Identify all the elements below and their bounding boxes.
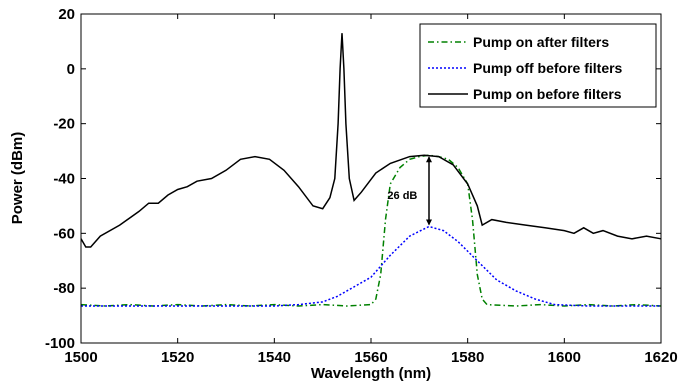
- annotation-arrowhead-up-0: [426, 156, 432, 163]
- x-tick-label-6: 1620: [644, 349, 677, 366]
- series-layer: [80, 33, 662, 307]
- x-tick-label-4: 1580: [451, 349, 484, 366]
- y-tick-label-3: -40: [53, 171, 75, 188]
- y-tick-label-5: -80: [53, 280, 75, 297]
- annotation-layer: 26 dB: [387, 156, 432, 226]
- legend-label-1: Pump off before filters: [473, 60, 623, 76]
- x-tick-label-3: 1560: [354, 349, 387, 366]
- legend: Pump on after filters Pump off before fil…: [419, 23, 657, 108]
- y-tick-label-6: -100: [45, 335, 75, 352]
- x-axis-title: Wavelength (nm): [311, 365, 431, 381]
- y-tick-label-1: 0: [67, 61, 75, 78]
- y-tick-label-0: 20: [58, 6, 75, 23]
- y-tick-label-2: -20: [53, 116, 75, 133]
- series-line-1: [81, 225, 661, 307]
- annotation-arrowhead-down-0: [426, 219, 432, 226]
- tick-layer: 1500 1520 1540 1560 1580 1600 1620 20 0 -20 -40 -60…: [45, 6, 678, 366]
- legend-label-2: Pump on before filters: [473, 86, 622, 102]
- series-line-0: [80, 154, 662, 307]
- x-tick-label-1: 1520: [161, 349, 194, 366]
- legend-box: [419, 23, 657, 108]
- y-tick-label-4: -60: [53, 225, 75, 242]
- x-tick-label-5: 1600: [548, 349, 581, 366]
- legend-items: Pump on after filters Pump off before fil…: [428, 34, 623, 102]
- x-tick-label-0: 1500: [64, 349, 97, 366]
- x-tick-label-2: 1540: [258, 349, 291, 366]
- y-axis-title: Power (dBm): [9, 132, 26, 225]
- legend-label-0: Pump on after filters: [473, 34, 609, 50]
- annotation-label-0: 26 dB: [387, 190, 417, 202]
- series-line-2: [80, 33, 662, 248]
